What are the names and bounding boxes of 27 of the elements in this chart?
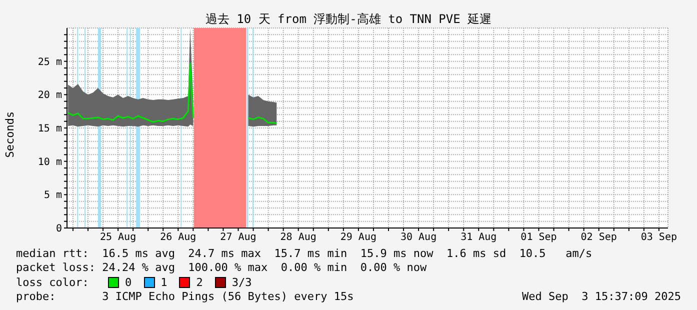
y-tick-label: 20 m [38,90,62,102]
x-tick-label: 30 Aug [400,232,437,244]
x-tick-label: 29 Aug [340,232,377,244]
x-tick-label: 27 Aug [220,232,256,244]
x-tick-label: 03 Sep [640,232,678,244]
text: packet loss: 24.24 % avg 100.00 % max 0.00 % min 0.00 % now [16,261,428,276]
legend-label: 2 [196,276,203,290]
y-tick-label: 10 m [38,156,62,168]
legend-label: 3/3 [232,276,252,290]
x-tick-label: 02 Sep [580,232,617,244]
legend-title: loss color: [16,276,90,290]
x-tick-label: 28 Aug [280,232,316,244]
chart-title: 過去 10 天 from 浮動制-高雄 to TNN PVE 延遲 [204,11,493,28]
y-tick-label: 15 m [38,124,62,135]
y-tick-label: 0 [56,224,62,235]
text: Wed Sep 3 15:37:09 2025 [522,290,681,303]
x-tick-label: 31 Aug [460,232,497,244]
x-tick-label: 26 Aug [160,232,196,244]
y-tick-label: 5 m [44,190,62,202]
x-tick-label: 01 Sep [520,232,557,244]
legend-label: 0 [125,276,132,290]
legend-label: 1 [160,276,168,290]
y-axis-title: Seconds [4,110,16,160]
y-tick-label: 25 m [38,56,62,68]
text: probe: 3 ICMP Echo Pings (56 Bytes) every 15s [16,290,354,303]
text: median rtt: 16.5 ms avg 24.7 ms max 15.7 ms min 15.9 ms now 1.6 ms sd 10.5 am/s [16,247,592,262]
x-tick-label: 25 Aug [100,232,136,244]
